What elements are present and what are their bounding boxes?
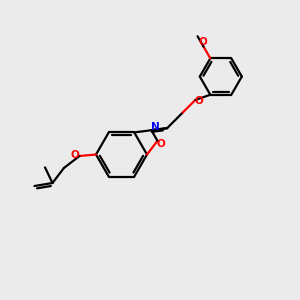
Text: O: O [199, 38, 207, 47]
Text: N: N [151, 122, 159, 132]
Text: O: O [157, 140, 165, 149]
Text: O: O [195, 96, 203, 106]
Text: O: O [71, 150, 80, 161]
